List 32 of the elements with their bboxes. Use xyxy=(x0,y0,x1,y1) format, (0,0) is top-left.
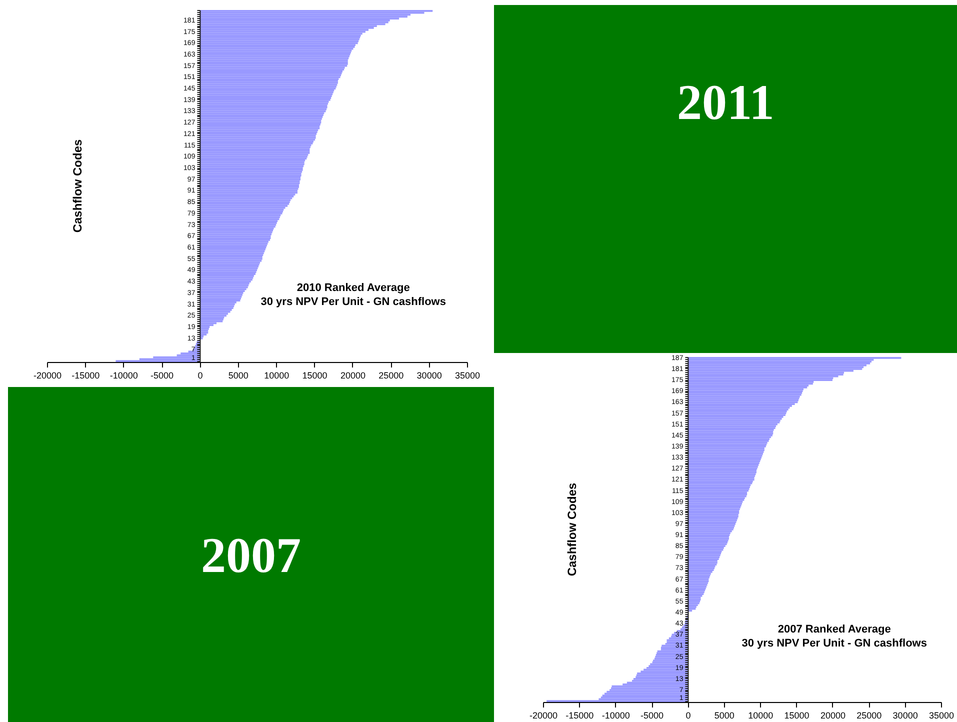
x-tick-label: -15000 xyxy=(566,710,594,720)
text: 30 yrs NPV Per Unit - GN cashflows xyxy=(742,638,927,650)
text: 30 yrs NPV Per Unit - GN cashflows xyxy=(260,296,446,308)
y-axis-title: Cashflow Codes xyxy=(564,482,579,576)
x-tick-label: 10000 xyxy=(264,370,290,380)
x-tick-label: -20000 xyxy=(33,370,62,380)
x-tick-label: 30000 xyxy=(892,710,918,720)
text: 2007 Ranked Average xyxy=(778,624,891,636)
x-tick-label: 20000 xyxy=(820,710,846,720)
x-tick-label: 25000 xyxy=(378,370,404,380)
x-tick-label: -5000 xyxy=(640,710,664,720)
x-tick-label: 0 xyxy=(686,710,691,720)
x-tick-label: 30000 xyxy=(416,370,442,380)
x-tick-label: 0 xyxy=(198,370,203,380)
x-tick-label: 15000 xyxy=(302,370,328,380)
text: 2010 Ranked Average xyxy=(296,282,410,294)
x-tick-label: -10000 xyxy=(602,710,630,720)
x-tick-label: 20000 xyxy=(340,370,366,380)
x-tick-label: 5000 xyxy=(228,370,248,380)
x-tick-label: -10000 xyxy=(110,370,138,380)
x-tick-label: -15000 xyxy=(72,370,100,380)
x-tick-label: 35000 xyxy=(928,710,954,720)
x-tick-label: 5000 xyxy=(714,710,734,720)
x-tick-label: -5000 xyxy=(150,370,174,380)
x-tick-label: 25000 xyxy=(856,710,882,720)
x-tick-label: 15000 xyxy=(784,710,810,720)
y-axis-title: Cashflow Codes xyxy=(70,139,85,233)
text: 2007 xyxy=(201,526,301,584)
text: 2011 xyxy=(677,73,774,132)
x-tick-label: 10000 xyxy=(748,710,774,720)
x-tick-label: -20000 xyxy=(529,710,558,720)
x-tick-label: 35000 xyxy=(454,370,480,380)
